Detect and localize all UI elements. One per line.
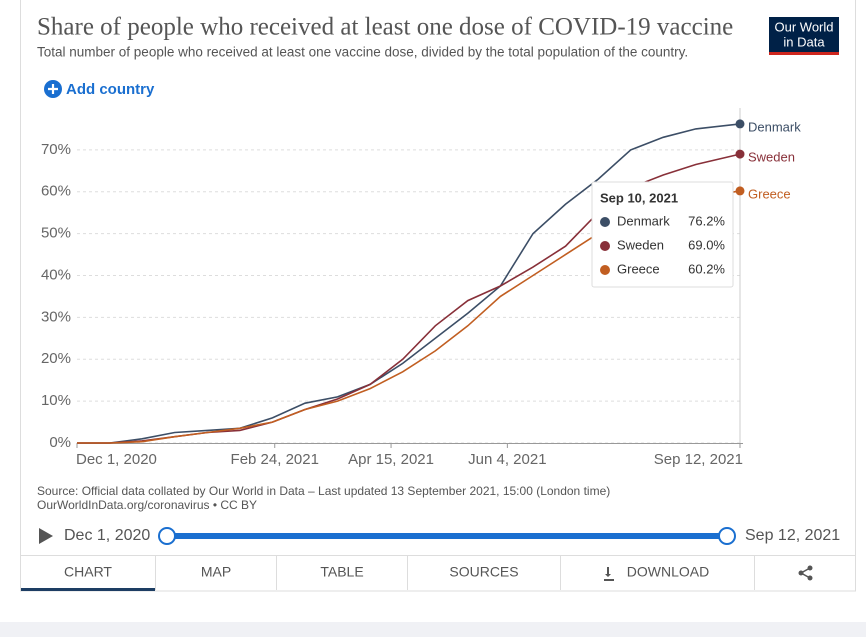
page-footer [0, 622, 866, 637]
y-tick-label: 30% [41, 308, 71, 325]
tooltip-date: Sep 10, 2021 [600, 190, 678, 205]
y-tick-label: 60% [41, 183, 71, 200]
y-tick-label: 40% [41, 266, 71, 283]
tooltip-name: Greece [617, 261, 660, 276]
x-tick-label: Jun 4, 2021 [468, 451, 546, 468]
tooltip-swatch [600, 217, 610, 227]
x-tick-label: Feb 24, 2021 [231, 451, 319, 468]
tab[interactable]: SOURCES [449, 564, 518, 580]
card [20, 0, 856, 592]
y-tick-label: 0% [49, 434, 71, 451]
active-tab-underline [21, 588, 155, 591]
logo-text: Our World [775, 19, 834, 34]
timeline-handle[interactable] [718, 527, 736, 545]
share-icon[interactable] [798, 565, 813, 581]
series-label: Greece [748, 186, 791, 201]
timeline-handle[interactable] [158, 527, 176, 545]
y-tick-label: 20% [41, 350, 71, 367]
add-icon-plus [48, 84, 58, 94]
x-tick-label: Sep 12, 2021 [654, 451, 743, 468]
series-label: Denmark [748, 119, 801, 134]
tab[interactable]: CHART [64, 564, 112, 580]
license: OurWorldInData.org/coronavirus • CC BY [37, 498, 257, 512]
y-tick-label: 50% [41, 225, 71, 242]
end-point [735, 186, 745, 196]
logo-text: in Data [783, 34, 825, 49]
add-country[interactable]: Add country [66, 81, 155, 98]
tab[interactable]: TABLE [320, 564, 363, 580]
chart-subtitle: Total number of people who received at l… [37, 45, 688, 60]
play-button[interactable] [39, 528, 53, 544]
chart-title: Share of people who received at least on… [37, 14, 733, 41]
tab[interactable]: MAP [201, 564, 231, 580]
series-label: Sweden [748, 150, 795, 165]
x-tick-label: Apr 15, 2021 [348, 451, 434, 468]
tab-dividers [155, 556, 755, 590]
end-point [735, 149, 745, 159]
x-tick-label: Dec 1, 2020 [76, 451, 157, 468]
tooltip-swatch [600, 265, 610, 275]
y-tick-label: 70% [41, 141, 71, 158]
tab[interactable]: DOWNLOAD [627, 564, 709, 580]
logo [769, 17, 839, 53]
source: Source: Official data collated by Our Wo… [37, 484, 610, 498]
y-tick-label: 10% [41, 392, 71, 409]
end-point [735, 119, 745, 129]
tooltip-value: 69.0% [688, 237, 725, 252]
timeline-end: Sep 12, 2021 [745, 527, 840, 544]
logo-bar [769, 52, 839, 55]
tooltip-swatch [600, 241, 610, 251]
line [77, 123, 741, 444]
timeline-start: Dec 1, 2020 [64, 527, 150, 544]
tooltip-value: 60.2% [688, 261, 725, 276]
tooltip-name: Sweden [617, 237, 664, 252]
tooltip-name: Denmark [617, 213, 670, 228]
tooltip [591, 181, 734, 288]
tooltip-value: 76.2% [688, 213, 725, 228]
download-icon [604, 567, 614, 581]
